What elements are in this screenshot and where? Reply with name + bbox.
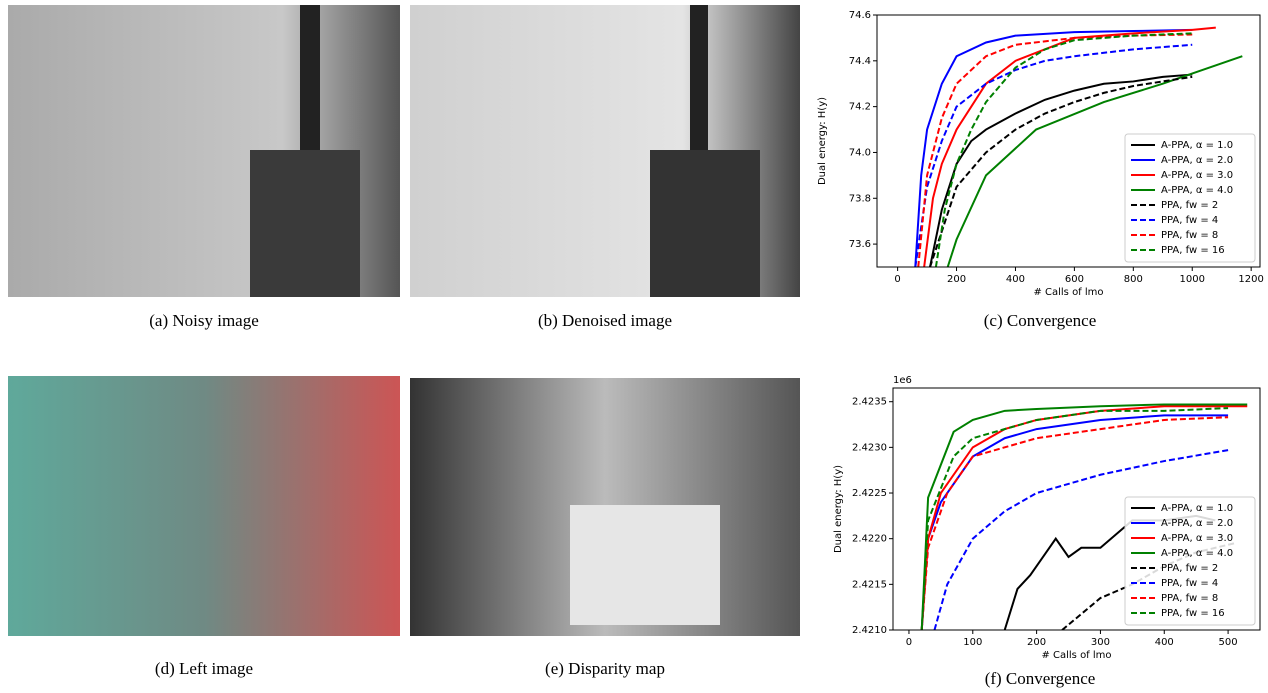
x-tick-label: 600 [1065,274,1084,285]
legend: A-PPA, α = 1.0 A-PPA, α = 2.0 A-PPA, α = 3… [1125,134,1255,262]
x-tick-label: 200 [1027,637,1046,648]
y-tick-label: 2.4215 [852,579,887,590]
x-axis-label: # Calls of lmo [1033,287,1103,298]
x-tick-label: 1000 [1180,274,1205,285]
image-detail [570,505,720,625]
legend-box [1125,497,1255,625]
x-tick-label: 400 [1006,274,1025,285]
legend-label: A-PPA, α = 4.0 [1161,548,1233,559]
legend-label: PPA, fw = 8 [1161,593,1218,604]
legend-label: A-PPA, α = 4.0 [1161,185,1233,196]
image-detail [250,150,360,297]
y-tick-label: 2.4210 [852,625,887,636]
y-tick-label: 2.4225 [852,488,887,499]
y-tick-label: 2.4230 [852,442,887,453]
legend-label: PPA, fw = 8 [1161,230,1218,241]
caption: (b) Denoised image [538,311,672,330]
legend-label: PPA, fw = 4 [1161,215,1218,226]
legend-label: A-PPA, α = 2.0 [1161,155,1233,166]
legend-box [1125,134,1255,262]
y-tick-label: 74.0 [849,147,871,158]
x-tick-label: 400 [1155,637,1174,648]
y-tick-label: 74.6 [849,10,871,21]
y-tick-label: 74.4 [849,56,871,67]
legend-label: A-PPA, α = 1.0 [1161,503,1233,514]
y-tick-label: 73.6 [849,239,871,250]
axis-offset: 1e6 [893,375,912,386]
caption: (c) Convergence [984,311,1097,330]
caption: (a) Noisy image [149,311,259,330]
legend-label: A-PPA, α = 2.0 [1161,518,1233,529]
y-tick-label: 73.8 [849,193,871,204]
figure: (a) Noisy image (b) Denoised image (c) C… [0,0,1268,693]
y-tick-label: 74.2 [849,102,871,113]
legend-label: A-PPA, α = 3.0 [1161,533,1233,544]
x-tick-label: 500 [1219,637,1238,648]
legend-label: PPA, fw = 2 [1161,563,1218,574]
x-tick-label: 0 [894,274,900,285]
y-axis-label: Dual energy: H(y) [817,97,828,185]
x-tick-label: 200 [947,274,966,285]
x-axis-label: # Calls of lmo [1041,650,1111,661]
x-tick-label: 800 [1124,274,1143,285]
caption: (f) Convergence [985,669,1096,688]
y-axis-label: Dual energy: H(y) [833,465,844,553]
x-tick-label: 300 [1091,637,1110,648]
x-tick-label: 0 [906,637,912,648]
y-tick-label: 2.4235 [852,397,887,408]
legend-label: A-PPA, α = 1.0 [1161,140,1233,151]
legend-label: PPA, fw = 2 [1161,200,1218,211]
y-tick-label: 2.4220 [852,534,887,545]
left-image [8,376,400,636]
x-tick-label: 100 [963,637,982,648]
legend: A-PPA, α = 1.0 A-PPA, α = 2.0 A-PPA, α = 3… [1125,497,1255,625]
legend-label: PPA, fw = 16 [1161,608,1225,619]
caption: (d) Left image [155,659,253,678]
x-tick-label: 1200 [1238,274,1263,285]
image-detail [650,150,760,297]
legend-label: PPA, fw = 4 [1161,578,1218,589]
legend-label: A-PPA, α = 3.0 [1161,170,1233,181]
legend-label: PPA, fw = 16 [1161,245,1225,256]
caption: (e) Disparity map [545,659,665,678]
